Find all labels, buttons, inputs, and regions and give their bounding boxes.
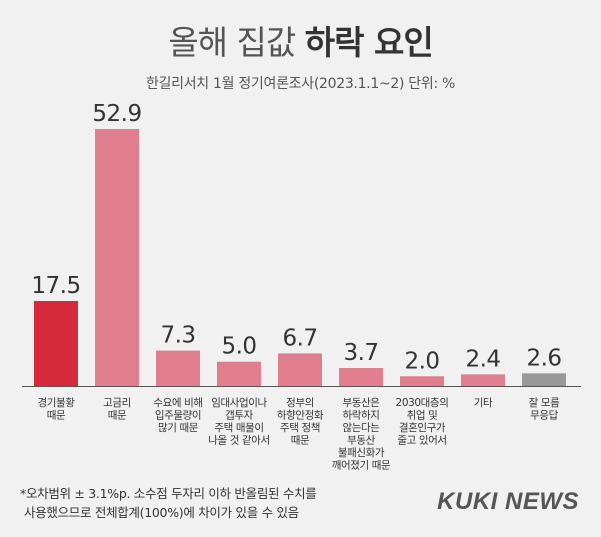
page-title: 올해 집값 하락 요인 <box>0 16 601 64</box>
bar-3 <box>156 350 200 386</box>
bar-6 <box>339 368 383 386</box>
data-label-6: 3.7 <box>343 340 378 366</box>
category-label-1: 경기불황 때문 <box>37 396 75 422</box>
bar-4 <box>217 361 261 386</box>
footnote: *오차범위 ± 3.1%p. 소수점 두자리 이하 반올림된 수치를 사용했으므… <box>20 484 317 522</box>
bar-7 <box>400 376 444 386</box>
data-label-9: 2.6 <box>526 345 561 371</box>
data-label-8: 2.4 <box>465 346 500 372</box>
footnote-line-2: 사용했으므로 전체합계(100%)에 차이가 있을 수 있음 <box>24 505 299 520</box>
data-label-2: 52.9 <box>92 101 141 127</box>
title-light: 올해 집값 <box>168 23 296 62</box>
category-label-3: 수요에 비해 입주물량이 많기 때문 <box>153 396 202 434</box>
title-bold: 하락 요인 <box>304 23 434 62</box>
category-label-6: 부동산은 하락하지 않는다는 부동산 불패신화가 깨어졌기 때문 <box>332 397 391 472</box>
data-label-3: 7.3 <box>160 323 195 349</box>
bar-8 <box>461 374 505 386</box>
chart-subtitle: 한길리서치 1월 정기여론조사(2023.1.1~2) 단위: % <box>145 76 456 92</box>
category-label-9: 잘 모름 무응답 <box>529 397 560 422</box>
data-label-1: 17.5 <box>31 273 80 299</box>
bar-1 <box>34 300 78 386</box>
bar-5 <box>278 353 322 386</box>
bar-chart: 17.5 경기불황 때문 52.9 고금리 때문 7.3 수요에 비해 입주물량이 많기 때문 5.… <box>22 101 581 472</box>
kuki-news-logo: KUKI NEWS <box>437 488 579 515</box>
category-label-7: 2030대층의 취업 및 결혼인구가 줄고 있어서 <box>396 397 449 447</box>
bar-9 <box>522 373 566 386</box>
category-label-5: 정부의 하향안정화 주택 정책 때문 <box>277 397 324 447</box>
category-label-8: 기타 <box>474 397 493 409</box>
data-label-4: 5.0 <box>221 334 256 360</box>
category-label-2: 고금리 때문 <box>103 397 131 422</box>
category-label-4: 임대사업이나 갭투자 주택 매물이 나올 것 같아서 <box>208 396 269 447</box>
data-label-5: 6.7 <box>282 325 317 351</box>
bar-2 <box>95 129 139 386</box>
footnote-line-1: *오차범위 ± 3.1%p. 소수점 두자리 이하 반올림된 수치를 <box>20 486 317 501</box>
data-label-7: 2.0 <box>404 348 439 374</box>
